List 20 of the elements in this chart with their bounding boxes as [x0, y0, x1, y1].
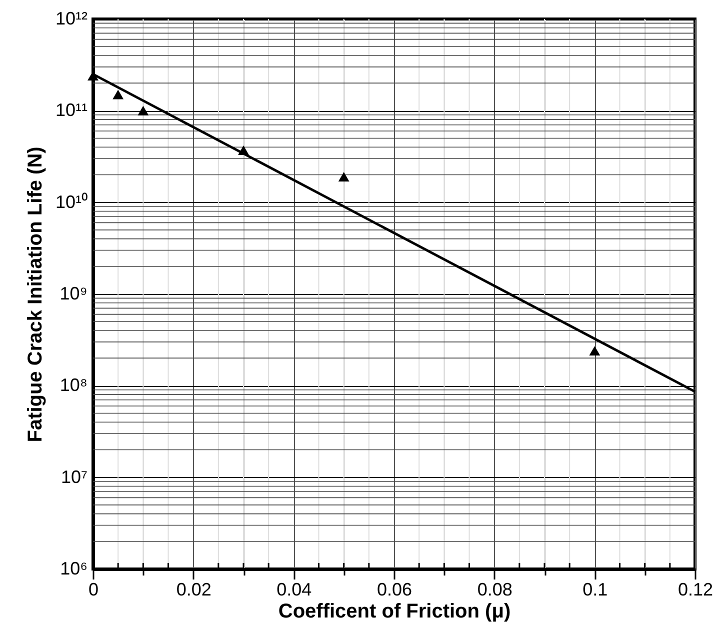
point — [338, 172, 350, 182]
y-tick-label: 10⁶ — [60, 558, 88, 578]
x-axis-title: Coefficent of Friction (μ) — [278, 600, 511, 622]
y-tick-label: 10¹⁰ — [55, 192, 88, 212]
point — [589, 346, 600, 356]
x-tick-label: 0.08 — [477, 580, 512, 600]
x-tick-label: 0.02 — [176, 580, 212, 600]
y-axis-title: Fatigue Crack Initiation Life (N) — [24, 146, 46, 442]
y-tick-label: 10¹¹ — [55, 100, 88, 120]
y-tick-label: 10⁷ — [60, 466, 88, 487]
y-tick-label: 10¹² — [55, 8, 88, 28]
point — [112, 90, 124, 100]
y-tick-label: 10⁸ — [60, 375, 88, 396]
x-tick-label: 0.12 — [678, 580, 714, 600]
x-tick-label: 0.1 — [582, 580, 608, 600]
x-tick-label: 0.04 — [276, 580, 312, 600]
y-tick-label: 10⁹ — [60, 284, 88, 304]
x-tick-label: 0 — [88, 580, 99, 600]
point — [138, 106, 149, 116]
x-tick-label: 0.06 — [376, 580, 412, 600]
